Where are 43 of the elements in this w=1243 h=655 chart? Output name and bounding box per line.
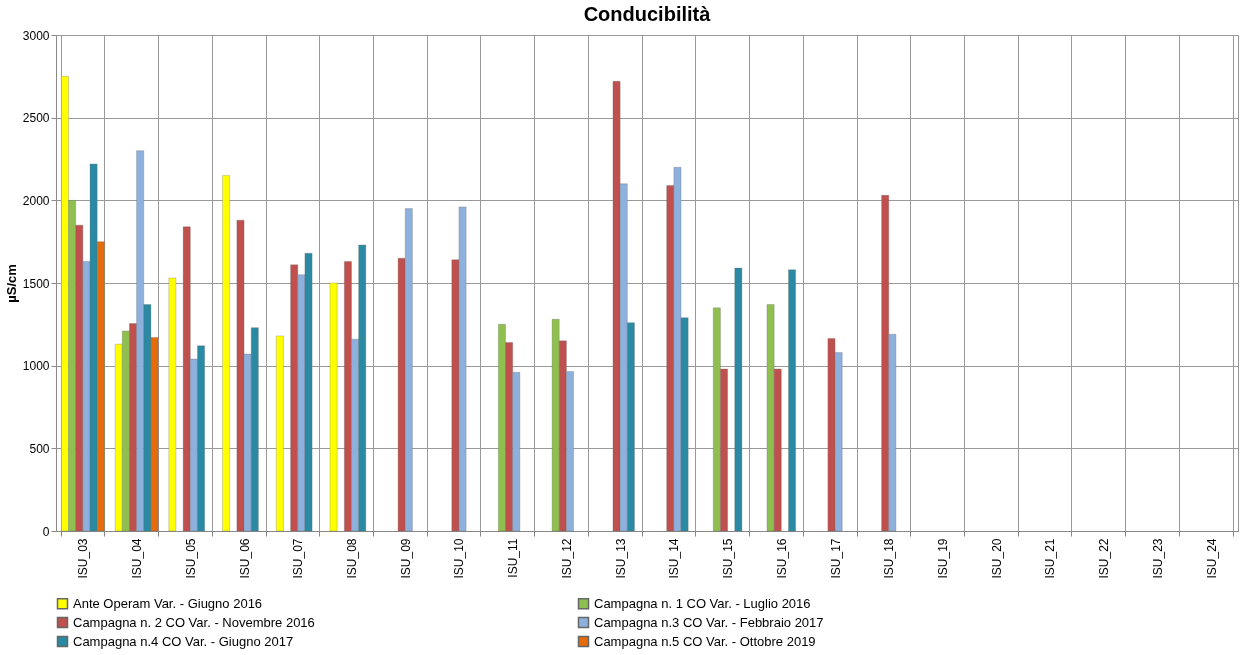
x-tick-label: ISU_04 xyxy=(130,538,145,579)
y-tick-label: 1000 xyxy=(22,359,50,374)
y-tick-label: 2500 xyxy=(22,111,50,126)
bar xyxy=(788,269,796,532)
x-tick-label: ISU_18 xyxy=(882,538,897,579)
legend-label: Campagna n.5 CO Var. - Ottobre 2019 xyxy=(594,633,816,649)
x-tick-label: ISU_07 xyxy=(291,538,306,579)
x-tick-label: ISU_22 xyxy=(1097,538,1112,579)
x-tick-label: ISU_05 xyxy=(183,538,198,579)
bar xyxy=(329,282,338,532)
x-tick-label: ISU_23 xyxy=(1150,538,1165,579)
legend-label: Campagna n.4 CO Var. - Giugno 2017 xyxy=(73,633,294,649)
legend-label: Campagna n. 2 CO Var. - Novembre 2016 xyxy=(73,614,315,630)
y-tick-label: 3000 xyxy=(22,28,50,43)
y-axis-title: µS/cm xyxy=(3,264,19,303)
x-tick-label: ISU_10 xyxy=(452,538,467,579)
y-tick-label: 1500 xyxy=(22,276,50,291)
x-tick-label: ISU_16 xyxy=(774,538,789,579)
x-tick-label: ISU_03 xyxy=(76,538,91,579)
legend-label: Campagna n.3 CO Var. - Febbraio 2017 xyxy=(594,614,824,630)
x-tick-label: ISU_15 xyxy=(721,538,736,579)
x-tick-label: ISU_06 xyxy=(237,538,252,579)
x-tick-label: ISU_13 xyxy=(613,538,628,579)
x-tick-label: ISU_09 xyxy=(398,538,413,579)
x-tick-label: ISU_20 xyxy=(989,538,1004,579)
legend-label: Ante Operam Var. - Giugno 2016 xyxy=(73,595,263,611)
y-tick-label: 500 xyxy=(29,441,50,456)
x-tick-label: ISU_24 xyxy=(1204,538,1219,579)
bar xyxy=(734,267,743,532)
legend-label: Campagna n. 1 CO Var. - Luglio 2016 xyxy=(594,595,811,611)
bar xyxy=(276,335,284,532)
x-tick-label: ISU_14 xyxy=(667,538,682,579)
bar xyxy=(168,277,177,532)
x-tick-label: ISU_19 xyxy=(936,538,950,579)
x-tick-label: ISU_08 xyxy=(345,538,359,579)
x-tick-label: ISU_11 xyxy=(506,538,521,578)
y-tick-label: 2000 xyxy=(22,193,50,208)
x-tick-label: ISU_17 xyxy=(828,538,843,579)
bar xyxy=(222,175,230,532)
chart-title: Conducibilità xyxy=(583,3,712,25)
y-tick-label: 0 xyxy=(42,524,50,539)
x-tick-label: ISU_12 xyxy=(559,538,574,579)
x-tick-label: ISU_21 xyxy=(1043,538,1058,579)
